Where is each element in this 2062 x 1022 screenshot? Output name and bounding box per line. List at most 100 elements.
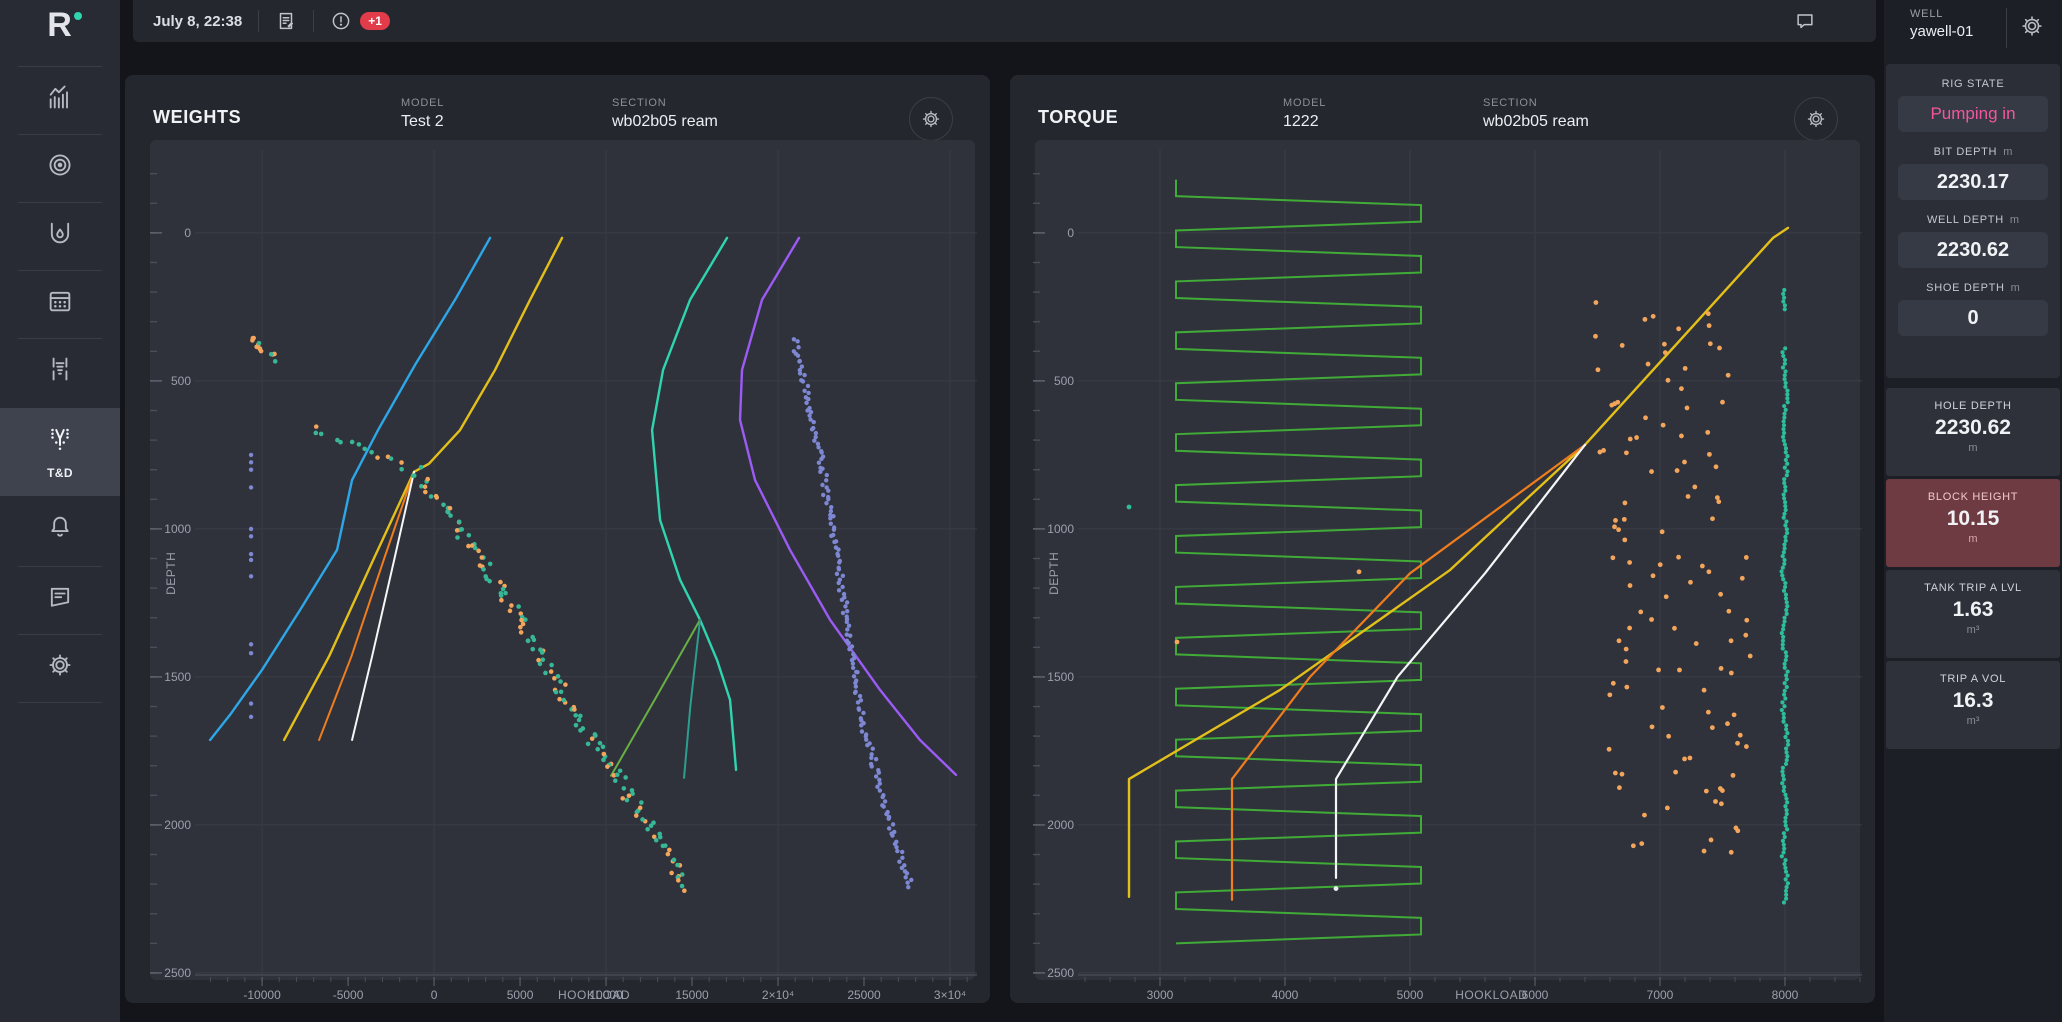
panel-title: TORQUE <box>1038 107 1119 127</box>
svg-text:0: 0 <box>431 988 438 1002</box>
svg-text:5000: 5000 <box>1397 988 1424 1002</box>
torque-panel: TORQUE MODEL 1222 SECTION wb02b05 ream <box>1010 75 1875 1003</box>
svg-text:DEPTH: DEPTH <box>164 552 178 595</box>
divider <box>2006 8 2007 48</box>
model-value[interactable]: Test 2 <box>401 113 444 130</box>
rig-state-card: RIG STATE Pumping in BIT DEPTH m 2230.17 … <box>1886 64 2060 378</box>
rotate-model-teal <box>650 236 738 772</box>
right-sidebar: WELL yawell-01 RIG STATE Pumping in BIT … <box>1884 0 2062 1022</box>
section-label: SECTION <box>612 97 667 109</box>
svg-text:HOOKLOAD: HOOKLOAD <box>558 988 630 1002</box>
torque-drag-icon <box>45 425 75 460</box>
svg-text:1000: 1000 <box>1047 522 1074 536</box>
divider <box>18 270 102 271</box>
shoe-depth-value: 0 <box>1898 300 2048 336</box>
sidebar-item-reports[interactable] <box>0 568 120 630</box>
metric-label: BIT DEPTH m <box>1933 146 2013 158</box>
svg-text:0: 0 <box>184 226 191 240</box>
torque-model-white <box>1334 443 1587 880</box>
bit-depth-value: 2230.17 <box>1898 164 2048 200</box>
section-value[interactable]: wb02b05 ream <box>1483 113 1589 130</box>
section-value[interactable]: wb02b05 ream <box>612 113 718 130</box>
torque-chart: 3000 4000 5000 6000 7000 8000 HOOKLOAD 0 500 1000… <box>1033 150 1862 1002</box>
alert-count-badge[interactable]: +1 <box>360 12 390 30</box>
sidebar-item-drilling[interactable] <box>0 340 120 402</box>
model-label: MODEL <box>401 97 445 109</box>
analytics-chart-icon <box>46 83 74 116</box>
svg-text:7000: 7000 <box>1647 988 1674 1002</box>
well-label: WELL <box>1910 8 1944 20</box>
app-logo[interactable]: R <box>0 6 120 58</box>
well-settings-button[interactable] <box>2019 13 2049 43</box>
sidebar-item-mud[interactable] <box>0 204 120 266</box>
notes-icon[interactable] <box>275 10 297 32</box>
svg-text:2500: 2500 <box>1047 966 1074 980</box>
model-value[interactable]: 1222 <box>1283 113 1319 130</box>
fan-orange <box>318 470 416 741</box>
tank-trip-a-lvl-tile: TANK TRIP A LVL 1.63 m³ <box>1886 570 2060 658</box>
calendar-icon <box>46 287 74 320</box>
svg-text:-5000: -5000 <box>333 988 364 1002</box>
fan-darkteal <box>683 618 702 779</box>
svg-text:0: 0 <box>1067 226 1074 240</box>
metric-label: WELL DEPTH m <box>1926 214 2020 226</box>
rig-state-label: RIG STATE <box>1941 78 2005 90</box>
datetime: July 8, 22:38 <box>153 12 243 30</box>
bell-icon <box>46 513 74 546</box>
svg-text:HOOKLOAD: HOOKLOAD <box>1455 988 1527 1002</box>
fan-white <box>351 470 416 741</box>
divider <box>313 10 315 32</box>
svg-text:500: 500 <box>1054 374 1074 388</box>
divider <box>18 202 102 203</box>
weights-plot-background <box>150 140 975 980</box>
svg-text:-10000: -10000 <box>243 988 281 1002</box>
spring-zigzag-green <box>1175 179 1422 945</box>
divider <box>18 634 102 635</box>
svg-text:2000: 2000 <box>164 818 191 832</box>
sidebar-item-analytics[interactable] <box>0 68 120 130</box>
divider <box>258 10 260 32</box>
divider <box>18 66 102 67</box>
alerts-icon[interactable] <box>330 10 352 32</box>
teal-dot-line <box>1779 287 1791 905</box>
metric-label: SHOE DEPTH m <box>1926 282 2020 294</box>
well-name[interactable]: yawell-01 <box>1910 23 1974 40</box>
sidebar-item-settings[interactable] <box>0 636 120 698</box>
sidebar-item-calendar[interactable] <box>0 272 120 334</box>
svg-text:500: 500 <box>171 374 191 388</box>
torque-measured-scatter <box>1593 300 1753 855</box>
svg-text:3000: 3000 <box>1147 988 1174 1002</box>
model-label: MODEL <box>1283 97 1327 109</box>
trip-a-vol-tile: TRIP A VOL 16.3 m³ <box>1886 661 2060 749</box>
left-sidebar: R T&D <box>0 0 120 1022</box>
section-label: SECTION <box>1483 97 1538 109</box>
divider <box>18 566 102 567</box>
svg-text:1000: 1000 <box>164 522 191 536</box>
svg-text:8000: 8000 <box>1772 988 1799 1002</box>
svg-text:4000: 4000 <box>1272 988 1299 1002</box>
pickup-model-blue <box>208 236 492 742</box>
sidebar-item-target[interactable] <box>0 136 120 198</box>
svg-text:15000: 15000 <box>675 988 709 1002</box>
torque-model-yellow <box>1127 226 1790 899</box>
block-height-tile: BLOCK HEIGHT 10.15 m <box>1886 479 2060 567</box>
sidebar-item-alarms[interactable] <box>0 498 120 560</box>
svg-text:1500: 1500 <box>164 670 191 684</box>
weights-chart: -10000 -5000 0 5000 10000 15000 2×10⁴ 25000 3×10… <box>150 150 977 1002</box>
gear-icon <box>46 651 74 684</box>
sidebar-item-tnd[interactable]: T&D <box>0 408 120 496</box>
drill-bit-icon <box>46 355 74 388</box>
logo-letter: R <box>47 6 73 44</box>
svg-text:6000: 6000 <box>1522 988 1549 1002</box>
torque-plot-background <box>1035 140 1860 980</box>
rig-state-value: Pumping in <box>1898 96 2048 132</box>
svg-text:5000: 5000 <box>507 988 534 1002</box>
divider <box>18 134 102 135</box>
logo-dot <box>74 12 82 20</box>
chat-icon[interactable] <box>1794 10 1816 32</box>
svg-text:DEPTH: DEPTH <box>1047 552 1061 595</box>
fan-green <box>610 618 702 777</box>
slackoff-model-yellow <box>282 236 564 742</box>
